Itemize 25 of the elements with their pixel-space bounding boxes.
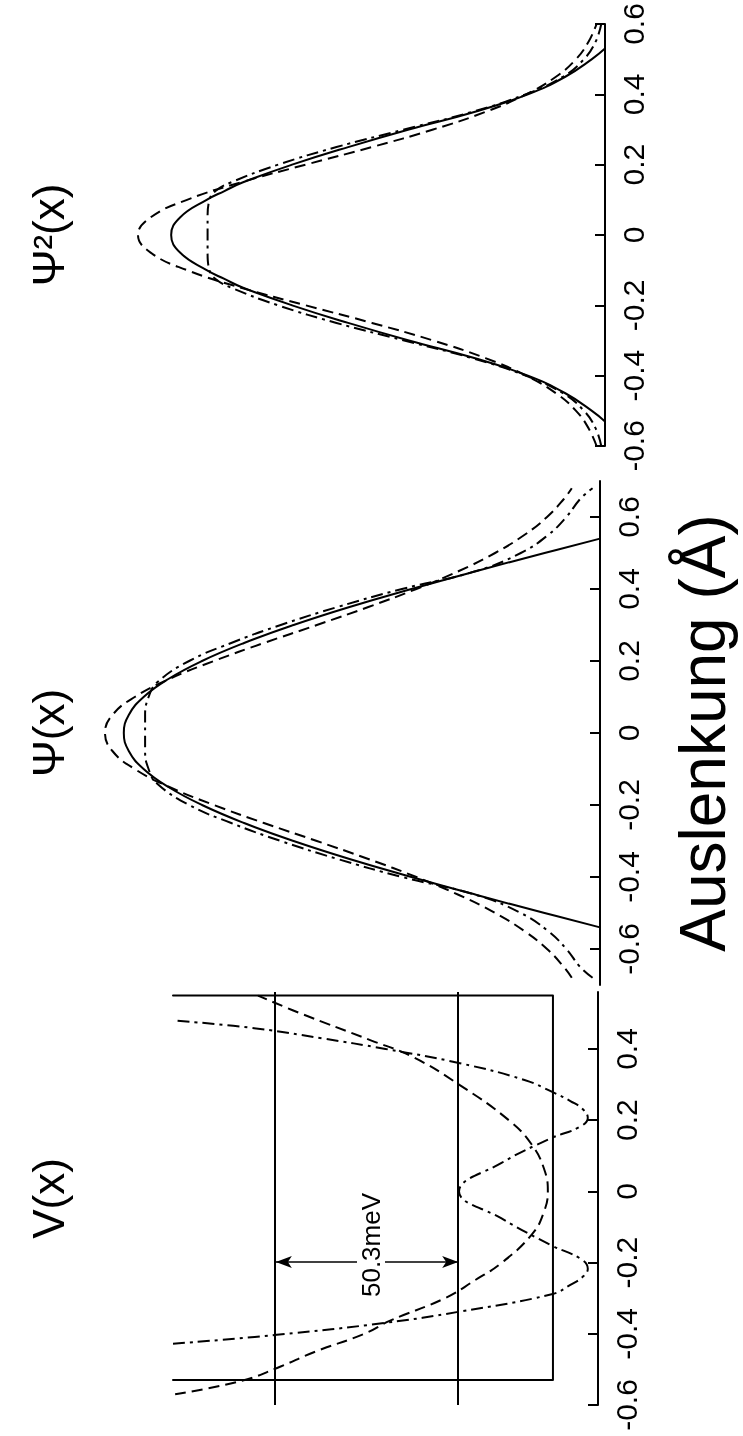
y-tick-label: -0.6 [611, 923, 645, 975]
y-tick-label: -0.4 [611, 851, 645, 903]
y-tick-label: 0.4 [616, 73, 650, 116]
y-tick-label: -0.2 [616, 279, 650, 332]
y-tick-label: 0.4 [611, 568, 645, 610]
y-tick-label: 0.2 [616, 143, 650, 186]
text: Ψ(x) [23, 688, 73, 778]
y-tick-label: -0.2 [611, 779, 645, 831]
y-tick-label: 0.6 [611, 496, 645, 538]
y-axis-title: Auslenkung (Å) [667, 514, 739, 952]
y-tick-label: 0 [616, 226, 650, 244]
y-tick-label: 0 [611, 724, 645, 742]
y-tick-label: 0 [609, 1183, 643, 1200]
y-tick-label: -0.2 [609, 1236, 643, 1289]
y-tick-label: 0.2 [609, 1099, 643, 1142]
y-tick-label: -0.6 [616, 420, 650, 472]
y-tick-label: 0.2 [611, 640, 645, 682]
annotation: 50.3meV [356, 1192, 386, 1298]
y-tick-label: -0.4 [609, 1307, 643, 1360]
y-tick-label: -0.4 [616, 349, 650, 402]
y-tick-label: 0.4 [609, 1028, 643, 1070]
y-tick-label: -0.6 [609, 1379, 643, 1431]
y-tick-label: 0.6 [616, 3, 650, 45]
text: V(x) [23, 1158, 73, 1239]
text: Ψ²(x) [23, 183, 73, 287]
